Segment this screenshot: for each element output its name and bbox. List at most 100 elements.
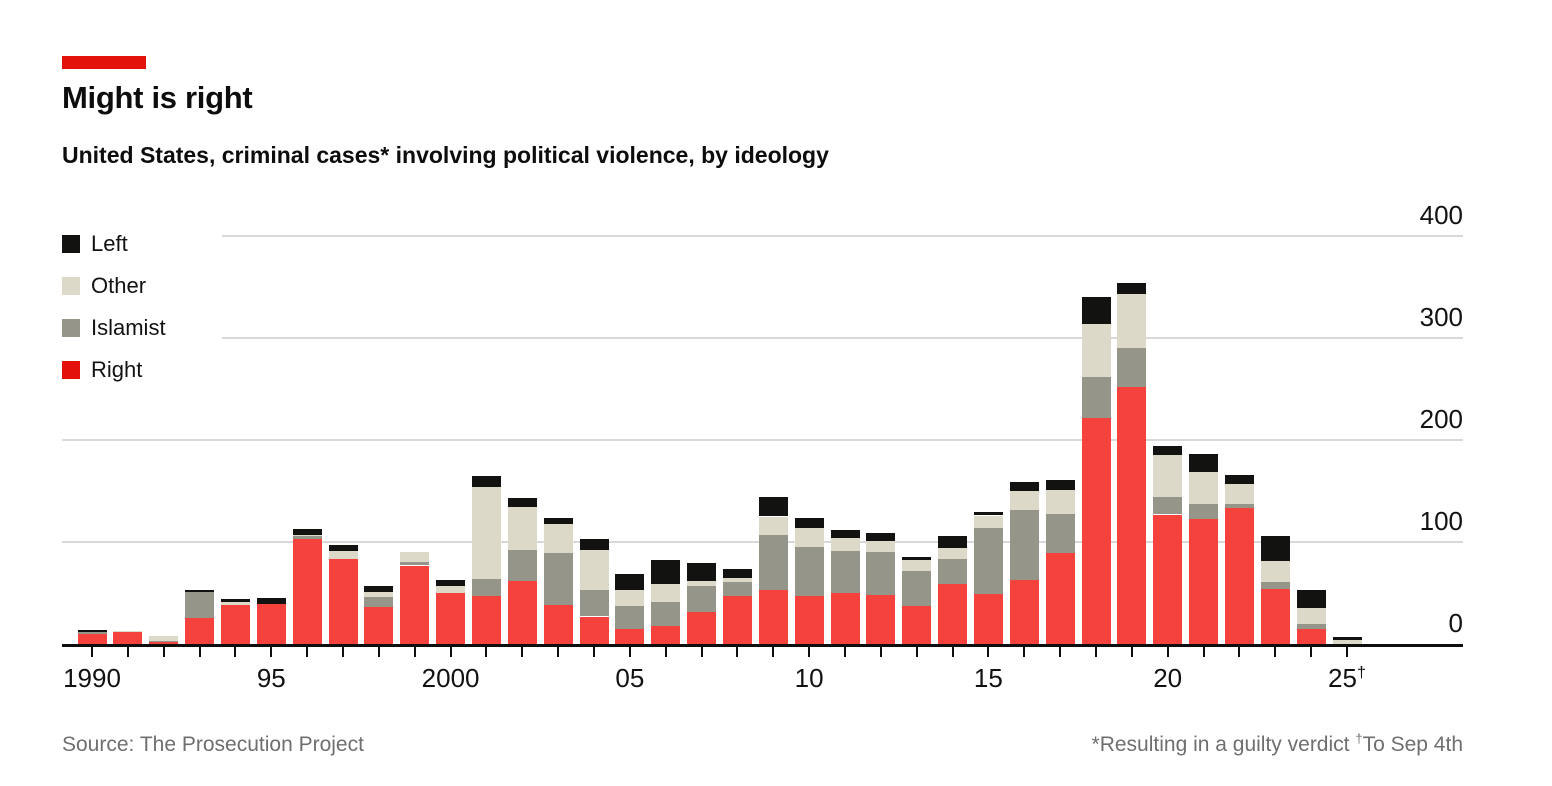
bar-segment-right-1999	[400, 565, 430, 644]
bar-segment-right-2010	[794, 596, 824, 644]
x-axis-label-2015: 15	[973, 663, 1003, 693]
bar-segment-other-2023	[1260, 561, 1290, 582]
bar-segment-islamist-2004	[579, 589, 609, 617]
bar-segment-islamist-2020	[1153, 497, 1183, 515]
bar-segment-other-2015	[973, 515, 1003, 528]
bar-segment-islamist-2019	[1117, 348, 1147, 387]
bar-segment-left-2021	[1189, 454, 1219, 472]
bar-segment-other-2004	[579, 550, 609, 590]
bar-segment-right-1994	[220, 605, 250, 644]
bar-segment-right-2022	[1224, 508, 1254, 644]
gridline-300	[222, 337, 1463, 339]
bar-segment-right-1990	[77, 633, 107, 644]
bar-segment-other-1991	[113, 630, 143, 632]
x-axis-label-2025: 25†	[1277, 663, 1417, 693]
x-tick-2013	[915, 647, 918, 657]
page-subtitle: United States, criminal cases* involving…	[62, 142, 829, 168]
bar-segment-right-1991	[113, 631, 143, 644]
bar-segment-other-1998	[364, 592, 394, 598]
y-axis-label-300: 300	[1419, 302, 1463, 332]
bar-segment-islamist-1999	[400, 562, 430, 566]
bar-segment-left-2006	[651, 560, 681, 584]
dagger-symbol: †	[1355, 731, 1363, 746]
x-tick-1998	[377, 647, 380, 657]
x-tick-2000	[449, 647, 452, 657]
bar-segment-islamist-2010	[794, 547, 824, 597]
bar-segment-other-2010	[794, 527, 824, 548]
bar-segment-islamist-1993	[185, 592, 215, 618]
x-tick-2011	[844, 647, 846, 657]
x-tick-1995	[270, 647, 273, 657]
x-tick-1991	[126, 647, 129, 657]
bar-segment-other-2022	[1224, 483, 1254, 505]
footnote: *Resulting in a guilty verdict †To Sep 4…	[1092, 731, 1463, 757]
x-tick-2010	[808, 647, 811, 657]
bar-segment-left-2005	[615, 573, 645, 590]
bar-segment-other-2005	[615, 589, 645, 607]
bar-segment-other-1996	[292, 534, 322, 536]
bar-segment-left-2004	[579, 538, 609, 551]
page-title: Might is right	[62, 80, 253, 115]
bar-segment-left-2009	[758, 497, 788, 517]
bar-segment-other-2016	[1009, 491, 1039, 511]
bar-segment-right-2016	[1009, 579, 1039, 644]
bar-segment-left-2018	[1081, 297, 1111, 324]
x-tick-2008	[736, 647, 739, 657]
y-axis-label-100: 100	[1419, 506, 1463, 536]
legend: Left Other Islamist Right	[62, 231, 166, 399]
x-tick-2014	[951, 647, 954, 657]
bar-segment-left-2017	[1045, 479, 1075, 490]
bar-segment-islamist-2013	[902, 570, 932, 607]
bar-segment-right-2024	[1296, 628, 1326, 644]
footnote-dagger-text: To Sep 4th	[1362, 733, 1463, 756]
bar-segment-right-2018	[1081, 417, 1111, 644]
bar-segment-islamist-2021	[1189, 504, 1219, 519]
bar-segment-other-2012	[866, 541, 896, 553]
bar-segment-left-2023	[1260, 535, 1290, 562]
x-axis-line	[62, 644, 1463, 647]
bar-segment-right-1998	[364, 607, 394, 644]
x-tick-2005	[628, 647, 631, 657]
x-tick-2009	[772, 647, 775, 657]
bar-segment-right-2015	[973, 594, 1003, 644]
bar-segment-left-1993	[185, 589, 215, 592]
bar-segment-right-2001	[471, 596, 501, 644]
bar-segment-left-1996	[292, 528, 322, 535]
bar-segment-islamist-2001	[471, 578, 501, 596]
x-tick-2012	[879, 647, 882, 657]
bar-segment-right-2011	[830, 593, 860, 644]
bar-segment-left-2007	[687, 563, 717, 581]
bar-segment-islamist-1998	[364, 597, 394, 608]
bar-segment-other-1999	[400, 552, 430, 563]
x-tick-2003	[557, 647, 560, 657]
bar-segment-right-2005	[615, 628, 645, 644]
bar-segment-left-2014	[938, 535, 968, 549]
bar-segment-other-2002	[507, 507, 537, 551]
bar-segment-islamist-2023	[1260, 581, 1290, 589]
x-tick-2004	[593, 647, 595, 657]
x-tick-1993	[198, 647, 201, 657]
gridline-400	[222, 235, 1463, 237]
bar-segment-other-2018	[1081, 323, 1111, 377]
bar-segment-other-2008	[722, 577, 752, 582]
bar-segment-left-2019	[1117, 282, 1147, 295]
x-axis-label-2005: 05	[615, 663, 645, 693]
bar-segment-islamist-2005	[615, 606, 645, 629]
bar-segment-left-2015	[973, 512, 1003, 516]
legend-item-other: Other	[62, 273, 166, 298]
bar-segment-other-2013	[902, 560, 932, 571]
bar-segment-islamist-1990	[77, 631, 107, 634]
bar-segment-other-2024	[1296, 608, 1326, 624]
bar-segment-right-1993	[185, 617, 215, 644]
legend-label: Islamist	[91, 314, 166, 340]
bar-segment-left-2024	[1296, 589, 1326, 609]
bar-segment-islamist-2002	[507, 550, 537, 581]
bar-segment-left-2013	[902, 557, 932, 561]
x-axis-label-1990: 1990	[63, 663, 121, 693]
bar-segment-islamist-2015	[973, 527, 1003, 594]
bar-segment-right-2003	[543, 605, 573, 644]
bar-segment-other-1994	[220, 602, 250, 606]
bar-segment-islamist-2016	[1009, 510, 1039, 580]
